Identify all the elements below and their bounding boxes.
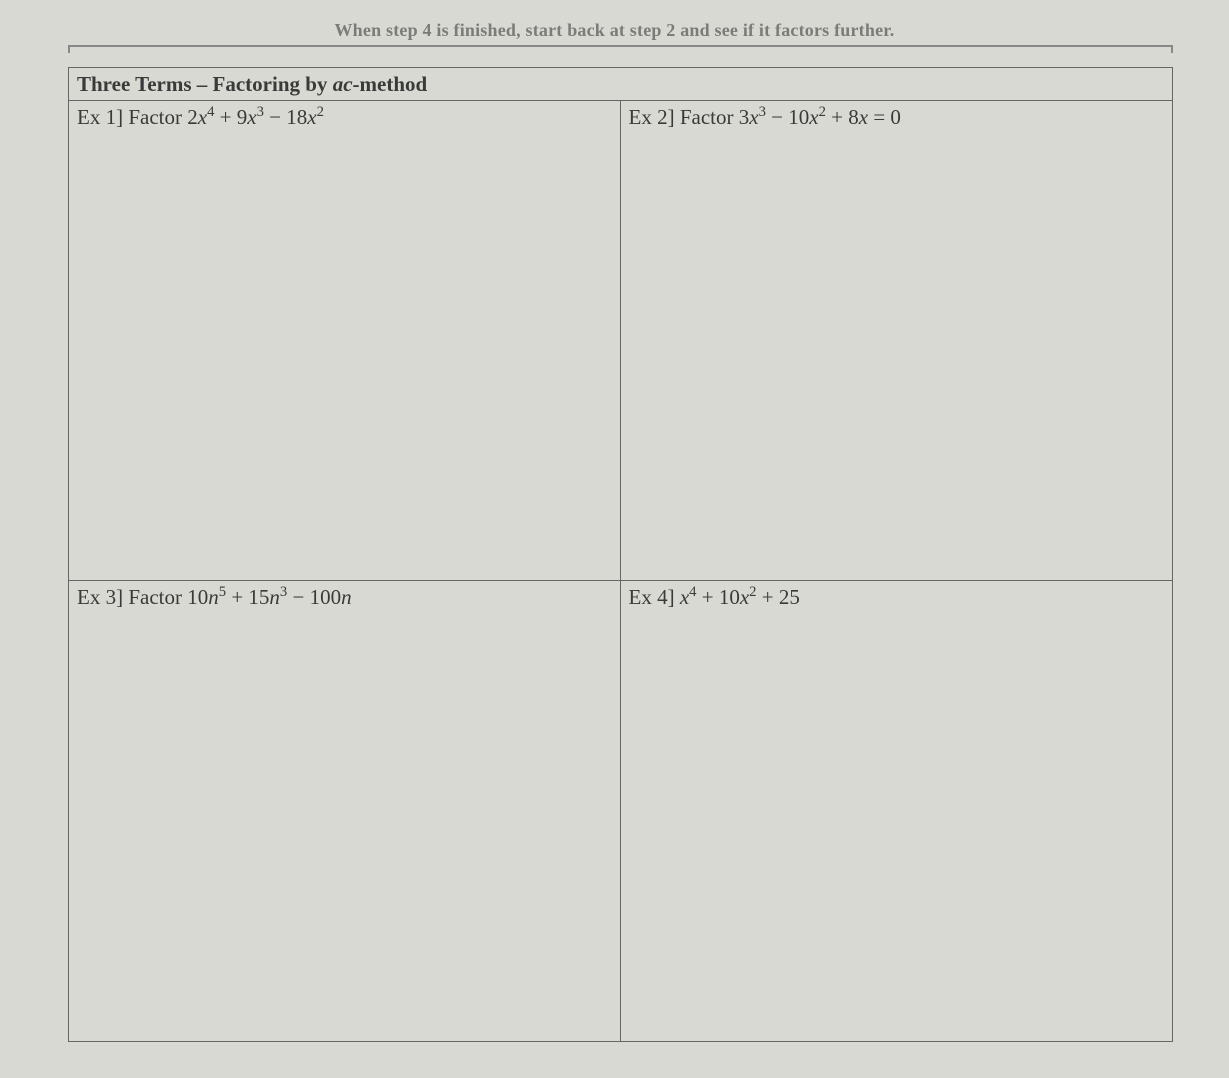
example-3-cell: Ex 3] Factor 10n5 + 15n3 − 100n [69, 581, 621, 1041]
example-2-expression: 3x3 − 10x2 + 8x = 0 [739, 105, 901, 129]
section-title-prefix: Three Terms – Factoring by [77, 72, 333, 96]
section-title-suffix: -method [353, 72, 428, 96]
example-4-expression: x4 + 10x2 + 25 [680, 585, 800, 609]
example-1-expression: 2x4 + 9x3 − 18x2 [187, 105, 324, 129]
previous-box-bottom-edge [68, 45, 1173, 53]
example-2-cell: Ex 2] Factor 3x3 − 10x2 + 8x = 0 [621, 101, 1173, 581]
example-3-label: Ex 3] Factor [77, 585, 187, 609]
examples-grid: Ex 1] Factor 2x4 + 9x3 − 18x2 Ex 2] Fact… [69, 101, 1172, 1041]
example-1-label: Ex 1] Factor [77, 105, 187, 129]
example-4-label: Ex 4] [629, 585, 680, 609]
worksheet-container: Three Terms – Factoring by ac-method Ex … [68, 67, 1173, 1042]
instruction-fragment: When step 4 is finished, start back at s… [50, 20, 1179, 41]
section-title-emph: ac [333, 72, 353, 96]
example-3-expression: 10n5 + 15n3 − 100n [187, 585, 351, 609]
example-2-label: Ex 2] Factor [629, 105, 739, 129]
example-4-cell: Ex 4] x4 + 10x2 + 25 [621, 581, 1173, 1041]
section-header: Three Terms – Factoring by ac-method [69, 68, 1172, 101]
example-1-cell: Ex 1] Factor 2x4 + 9x3 − 18x2 [69, 101, 621, 581]
